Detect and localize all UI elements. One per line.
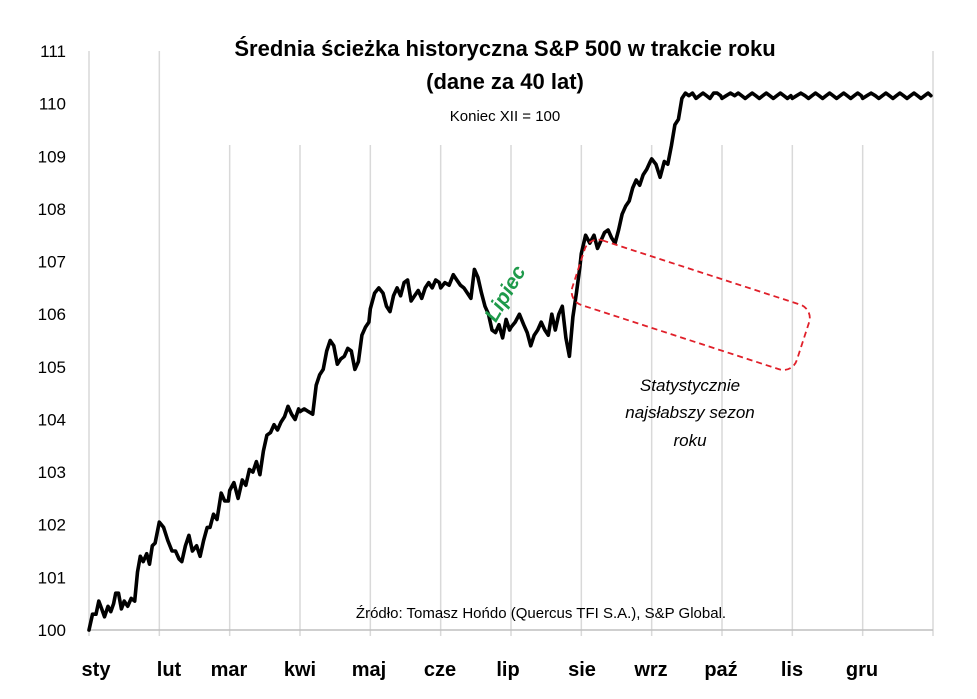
x-tick-label: lis [781,659,803,681]
y-tick-labels: 100 101 102 103 104 105 106 107 108 109 110 111 [38,42,66,640]
x-tick-label: maj [352,659,386,681]
x-tick-label: paź [704,659,737,681]
x-tick-label: lip [496,659,519,681]
series-line [87,91,933,632]
y-tick-label: 106 [38,305,66,324]
x-tick-label: mar [211,659,248,681]
source-note: Źródło: Tomasz Hońdo (Quercus TFI S.A.),… [356,605,726,622]
weak-season-note-line3: roku [673,431,707,450]
chart-title: Średnia ścieżka historyczna S&P 500 w tr… [234,36,775,61]
lipiec-annotation: Lipiec [480,261,530,325]
y-tick-label: 102 [38,516,66,535]
y-tick-label: 101 [38,568,66,587]
x-tick-label: wrz [633,659,667,681]
chart-title-line2: (dane za 40 lat) [426,69,584,94]
y-tick-label: 108 [38,200,66,219]
x-tick-label: lut [157,659,182,681]
y-tick-label: 103 [38,463,66,482]
x-tick-labels: sty lut mar kwi maj cze lip sie wrz paź lis gru [82,659,879,681]
x-tick-label: cze [424,659,456,681]
weak-season-note-line2: najsłabszy sezon [625,403,754,422]
x-tick-label: sty [82,659,112,681]
y-tick-label: 111 [40,42,66,61]
weak-season-box [570,238,811,371]
x-tick-label: kwi [284,659,316,681]
y-tick-label: 107 [38,253,66,272]
vertical-gridlines [88,51,934,636]
y-tick-label: 105 [38,358,66,377]
y-tick-label: 109 [38,147,66,166]
x-tick-label: sie [568,659,596,681]
y-tick-label: 110 [39,95,66,114]
weak-season-note-line1: Statystycznie [640,376,740,395]
chart-subtitle: Koniec XII = 100 [450,108,561,125]
y-tick-label: 100 [38,621,66,640]
x-tick-label: gru [846,659,878,681]
y-tick-label: 104 [38,410,66,429]
